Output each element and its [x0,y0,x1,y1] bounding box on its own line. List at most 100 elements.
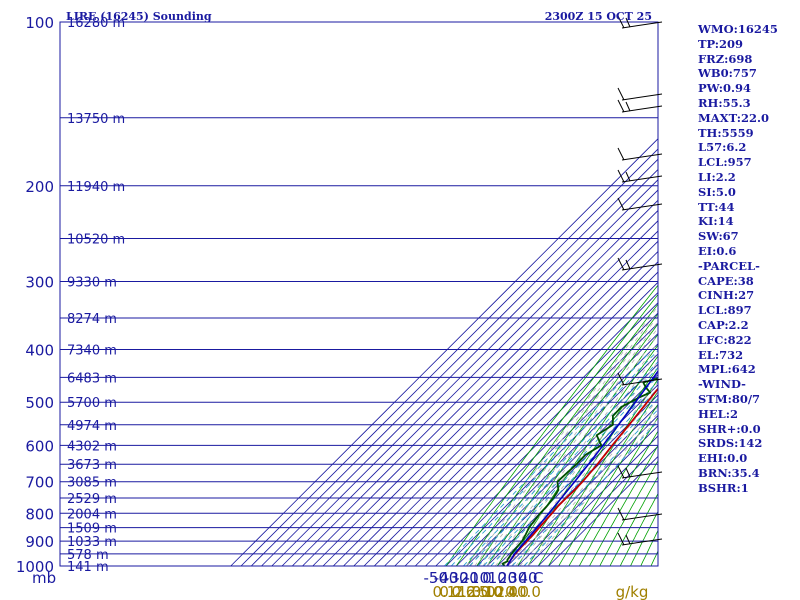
isotherm [425,332,658,566]
wind-barb [617,169,663,183]
isotherm [302,209,658,566]
pressure-tick-label: 900 [25,533,54,551]
pressure-tick-label: 400 [25,342,54,360]
isotherm [281,189,658,566]
index-item: SI:5.0 [698,184,736,199]
index-item: MAXT:22.0 [698,110,769,125]
index-item: BRN:35.4 [698,465,760,480]
wind-barb [617,372,663,386]
isotherm [435,343,658,566]
index-item: BSHR:1 [698,480,749,495]
index-item: HEL:2 [698,406,738,421]
index-item: SW:67 [698,229,739,244]
wind-barb [617,99,663,113]
index-item: WMO:16245 [698,22,778,36]
mixing-ratio-tick-label: 0.1 [432,583,456,600]
height-label: 5700 m [67,396,117,411]
height-label: 1033 m [67,535,117,550]
height-label: 1509 m [67,522,117,537]
isotherm [384,291,658,566]
mixing-ratio-tick-label: 20.0 [496,583,529,600]
height-label: 8274 m [67,312,117,327]
index-item: RH:55.3 [698,95,751,110]
index-item: LCL:897 [698,303,752,318]
pressure-tick-label: 200 [25,178,54,196]
mixing-ratio-tick-label: 2.0 [466,583,490,600]
temperature-tick-label: -10 [465,569,490,587]
temperature-tick-label: 30 [508,569,527,587]
isotherm [312,220,658,566]
pressure-tick-label: 100 [25,14,54,32]
isotherm [261,168,658,566]
index-item: PW:0.94 [698,81,752,96]
mixing-ratio-tick-label: 5.0 [479,583,503,600]
temperature-tick-label: -30 [444,569,469,587]
isotherm [414,322,658,566]
index-item: MPL:642 [698,362,756,377]
height-label: 4302 m [67,439,117,454]
mixing-ratio-line [463,361,658,566]
index-item: LCL:957 [698,155,752,170]
isotherm [250,158,658,566]
wind-barb [617,197,663,211]
wind-barb [617,147,663,161]
isotherm [404,312,658,566]
mixing-ratio-tick-label: 0.2 [439,583,463,600]
isotherm [343,250,658,566]
temperature-tick-label: -20 [454,569,479,587]
pressure-unit-label: mb [32,569,56,587]
index-item: CAPE:38 [698,273,754,288]
isotherm [445,353,658,566]
wind-barb [617,507,663,521]
temperature-tick-label: 40 [518,569,537,587]
index-item: CAP:2.2 [698,317,749,332]
moist-adiabat [527,418,658,566]
temperature-tick-label: -50 [424,569,449,587]
index-item: KI:14 [698,214,734,229]
pressure-tick-label: 600 [25,437,54,455]
temperature-tick-label: 10 [488,569,507,587]
index-item: TH:5559 [698,125,754,140]
wind-barb [617,465,663,479]
isotherm [240,148,658,566]
parcel-profile [506,369,658,566]
dewpoint-profile [501,377,658,566]
wind-barb [617,87,663,101]
stability-indices-panel: WMO:16245 TP:209 FRZ:698 WB0:757 PW:0.94 RH:5… [698,22,798,496]
index-item: LFC:822 [698,332,752,347]
height-label: 4974 m [67,419,117,434]
wind-barb [617,15,663,29]
index-item: EL:732 [698,347,744,362]
mixing-ratio-line [483,380,658,566]
index-item: TT:44 [698,199,735,214]
pressure-tick-label: 800 [25,505,54,523]
height-label: 16280 m [67,16,125,31]
isotherm [353,261,658,566]
height-label: 9330 m [67,276,117,291]
chart-datetime: 2300Z 15 OCT 25 [545,10,652,23]
isotherm [230,138,658,566]
index-item: SRDS:142 [698,436,763,451]
index-item: -WIND- [698,377,746,392]
height-label: 3085 m [67,476,117,491]
pressure-tick-label: 300 [25,274,54,292]
grid-lines [60,22,658,566]
wind-barb [617,532,663,546]
height-label: 11940 m [67,180,125,195]
index-item: STM:80/7 [698,391,761,406]
chart-title: LIRE (16245) Sounding [66,10,212,23]
wind-barbs [617,15,663,546]
isotherm [527,435,658,566]
index-item: EHI:0.0 [698,451,748,466]
mixing-ratio-tick-label: 1.0 [458,583,482,600]
isotherm [373,281,658,566]
height-label: 2529 m [67,492,117,507]
index-item: WB0:757 [698,66,757,81]
height-label: 6483 m [67,371,117,386]
mixing-ratio-tick-label: 0.6 [451,583,475,600]
temperature-tick-label: 20 [498,569,517,587]
mixing-ratio-unit-label: g/kg [616,583,649,600]
wind-barb [617,257,663,271]
